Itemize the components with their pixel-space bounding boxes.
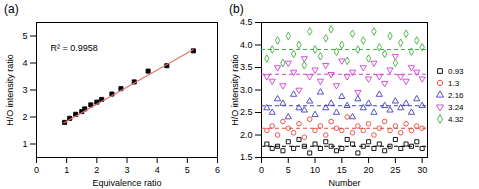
svg-text:1: 1 bbox=[64, 165, 69, 175]
html-text:(b): (b) bbox=[229, 2, 244, 16]
svg-text:1.5: 1.5 bbox=[240, 152, 253, 162]
html-text:(a): (a) bbox=[4, 2, 19, 16]
html-text:0.93: 0.93 bbox=[448, 66, 464, 76]
svg-text:H/O intensity ratio: H/O intensity ratio bbox=[5, 54, 15, 126]
svg-text:10: 10 bbox=[310, 165, 320, 175]
svg-text:0: 0 bbox=[259, 165, 264, 175]
svg-text:4.0: 4.0 bbox=[240, 40, 253, 50]
svg-text:R² = 0.9958: R² = 0.9958 bbox=[51, 43, 98, 53]
svg-text:30: 30 bbox=[417, 165, 427, 175]
svg-text:5: 5 bbox=[185, 165, 190, 175]
svg-text:2.0: 2.0 bbox=[240, 130, 253, 140]
svg-text:2: 2 bbox=[22, 112, 27, 122]
svg-text:4: 4 bbox=[22, 58, 27, 68]
svg-text:6: 6 bbox=[215, 165, 220, 175]
svg-text:5: 5 bbox=[22, 31, 27, 41]
svg-text:15: 15 bbox=[337, 165, 347, 175]
html-text:3.24: 3.24 bbox=[448, 102, 464, 112]
svg-text:25: 25 bbox=[390, 165, 400, 175]
svg-text:4.5: 4.5 bbox=[240, 17, 253, 27]
svg-text:2: 2 bbox=[94, 165, 99, 175]
svg-text:H/O intensity ratio: H/O intensity ratio bbox=[230, 54, 240, 126]
svg-text:1: 1 bbox=[22, 139, 27, 149]
svg-text:3.0: 3.0 bbox=[240, 85, 253, 95]
html-text:1.3: 1.3 bbox=[448, 78, 460, 88]
html-text:2.16: 2.16 bbox=[448, 90, 464, 100]
svg-text:3: 3 bbox=[22, 85, 27, 95]
svg-text:Number: Number bbox=[328, 178, 360, 188]
svg-text:2.5: 2.5 bbox=[240, 107, 253, 117]
svg-text:3: 3 bbox=[124, 165, 129, 175]
svg-text:4: 4 bbox=[155, 165, 160, 175]
html-text:4.32: 4.32 bbox=[448, 114, 464, 124]
svg-text:20: 20 bbox=[364, 165, 374, 175]
svg-text:5: 5 bbox=[286, 165, 291, 175]
svg-text:0: 0 bbox=[34, 165, 39, 175]
svg-text:Equivalence ratio: Equivalence ratio bbox=[92, 178, 161, 188]
svg-text:3.5: 3.5 bbox=[240, 62, 253, 72]
